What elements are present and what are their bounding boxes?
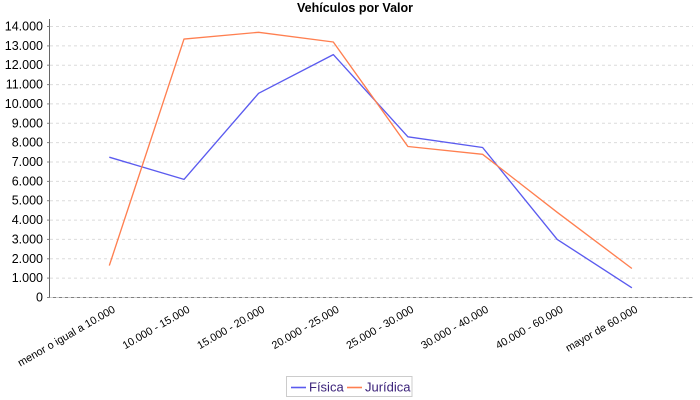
svg-text:8.000: 8.000 [12,136,43,150]
svg-text:0: 0 [36,291,43,305]
svg-text:5.000: 5.000 [12,194,43,208]
svg-text:13.000: 13.000 [5,39,43,53]
svg-text:11.000: 11.000 [6,78,43,92]
svg-text:6.000: 6.000 [12,174,43,188]
svg-text:Jurídica: Jurídica [365,380,411,395]
svg-text:Vehículos por Valor: Vehículos por Valor [297,1,413,15]
svg-text:14.000: 14.000 [5,20,43,34]
svg-text:12.000: 12.000 [5,58,43,72]
svg-text:2.000: 2.000 [12,252,43,266]
svg-text:1.000: 1.000 [12,271,43,285]
svg-text:Física: Física [309,380,344,395]
svg-text:9.000: 9.000 [12,116,43,130]
svg-text:4.000: 4.000 [12,213,43,227]
svg-text:7.000: 7.000 [12,155,43,169]
svg-text:3.000: 3.000 [12,232,43,246]
svg-text:10.000: 10.000 [5,97,43,111]
